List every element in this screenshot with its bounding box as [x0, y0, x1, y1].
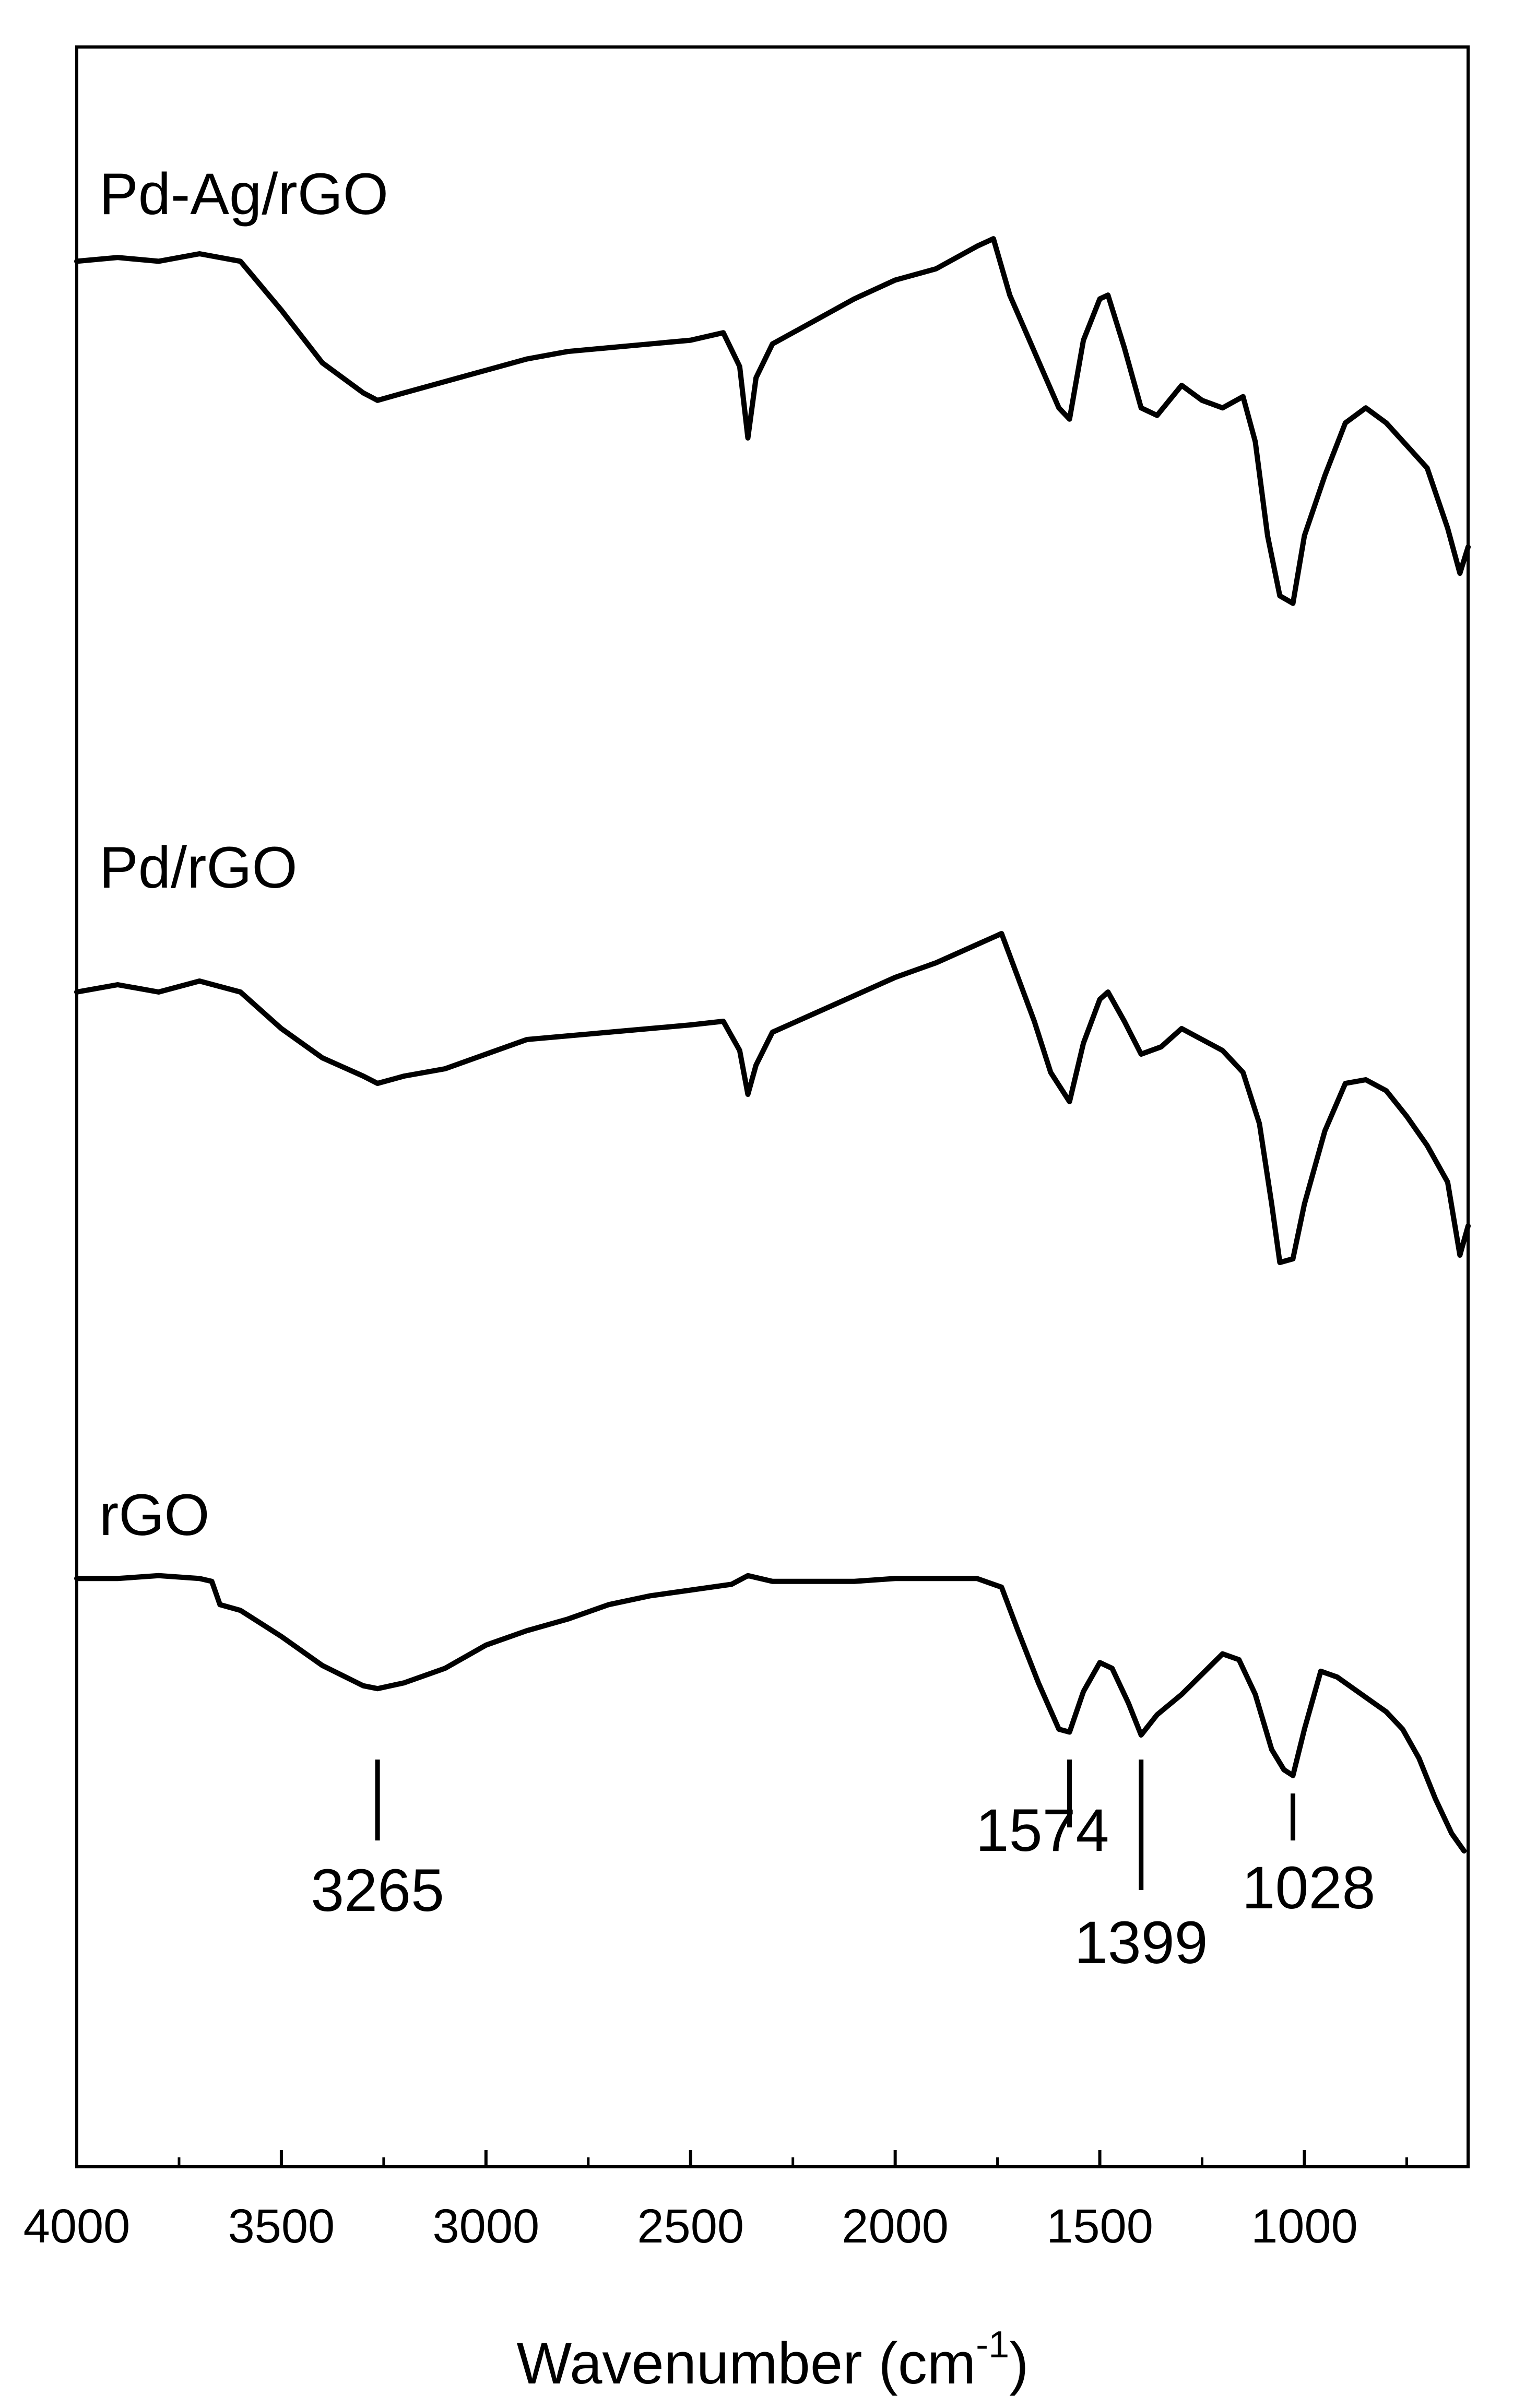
series-label: Pd-Ag/rGO: [99, 161, 388, 227]
series-line-rgo: [74, 1573, 1467, 1854]
x-tick-label: 2000: [842, 2200, 949, 2253]
plot-frame: [75, 45, 1470, 2168]
x-tick-label: 3000: [432, 2200, 539, 2253]
x-axis-ticks: 4000 3500 3000 2500 2000 1500 1000: [23, 2150, 1408, 2253]
x-axis-label: Wavenumber (cm-1): [517, 2324, 1029, 2396]
x-tick-label: 1000: [1251, 2200, 1358, 2253]
annotations-layer: 3265 1574 1399 1028: [311, 1760, 1375, 1976]
series-label: Pd/rGO: [99, 835, 298, 900]
x-tick-label: 2500: [637, 2200, 744, 2253]
series-layer: Pd-Ag/rGO Pd/rGO rGO: [74, 161, 1471, 1854]
x-tick-label: 3500: [228, 2200, 335, 2253]
series-line-pd-ag-rgo: [74, 236, 1471, 606]
series-line-pd-rgo: [74, 931, 1471, 1265]
peak-label: 3265: [311, 1857, 444, 1924]
series-label: rGO: [99, 1482, 210, 1548]
peak-label: 1399: [1074, 1909, 1208, 1976]
x-tick-label: 1500: [1046, 2200, 1153, 2253]
peak-label: 1028: [1242, 1855, 1376, 1921]
peak-label: 1574: [976, 1797, 1109, 1864]
x-tick-label: 4000: [23, 2200, 131, 2253]
